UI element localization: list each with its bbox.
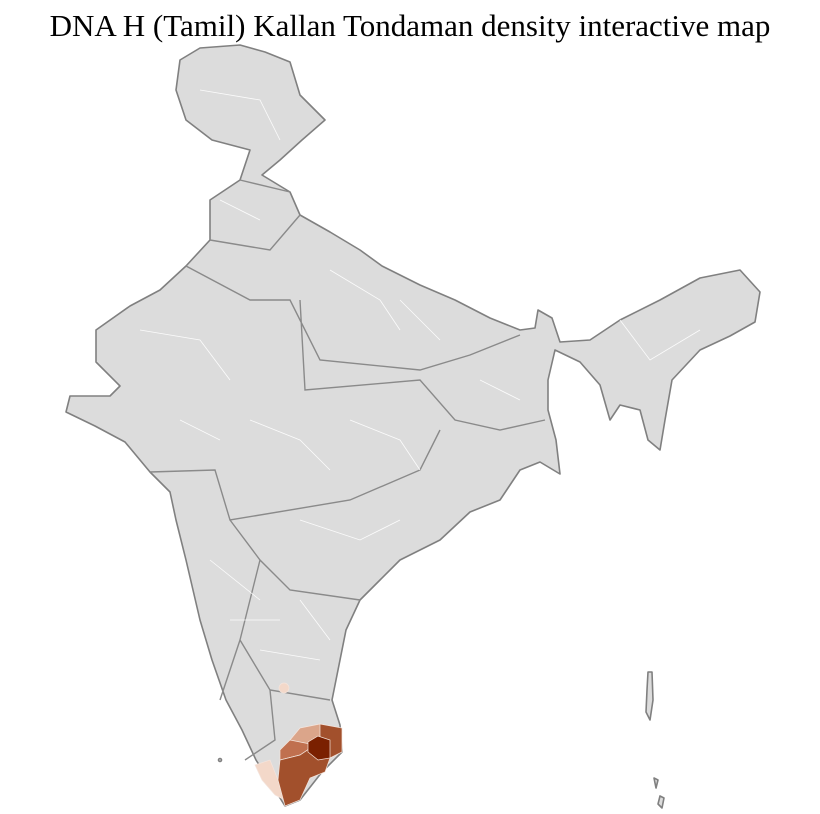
region-tn-central[interactable] xyxy=(307,735,331,761)
india-mainland[interactable] xyxy=(65,44,761,807)
state-border xyxy=(149,179,546,761)
district-lines xyxy=(139,89,701,661)
nicobar-islands[interactable] xyxy=(653,777,665,809)
map-title: DNA H (Tamil) Kallan Tondaman density in… xyxy=(49,8,771,43)
andaman-islands[interactable] xyxy=(645,671,654,721)
region-tn-south[interactable] xyxy=(277,744,331,807)
region-karnataka-district[interactable] xyxy=(278,682,290,694)
lakshadweep-islands xyxy=(217,757,223,763)
